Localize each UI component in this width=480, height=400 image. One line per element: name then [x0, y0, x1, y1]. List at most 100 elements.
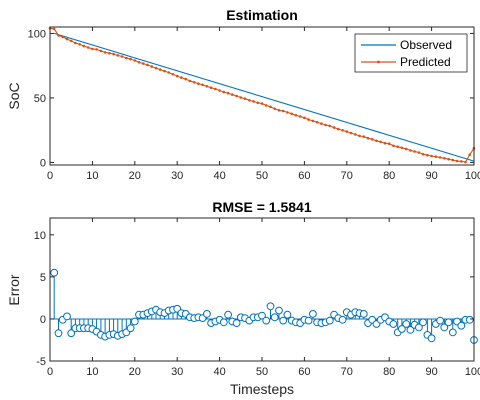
predicted-point — [328, 124, 332, 128]
error-axes: RMSE = 1.5841 Error Timesteps 0 10 20 30 40 5… — [6, 199, 480, 397]
error-point — [279, 316, 288, 325]
estimation-ytick-label: 100 — [28, 28, 46, 40]
soc-axis-label: SoC — [6, 82, 22, 109]
predicted-point — [273, 107, 277, 111]
error-point — [126, 324, 135, 333]
estimation-axes: Estimation SoC 0 10 20 30 40 50 60 70 80 90 100 0 50… — [6, 7, 480, 182]
predicted-point — [298, 115, 302, 118]
predicted-point — [370, 138, 374, 141]
predicted-point — [201, 83, 204, 87]
error-point — [219, 318, 228, 327]
error-point — [402, 320, 411, 328]
error-xtick-label: 70 — [341, 366, 353, 378]
estimation-xtick-label: 90 — [425, 170, 437, 182]
predicted-point — [315, 120, 319, 124]
predicted-point — [248, 99, 251, 102]
predicted-point — [366, 136, 370, 140]
series-observed-line — [54, 32, 475, 162]
predicted-point — [154, 66, 158, 70]
predicted-point — [252, 100, 255, 103]
estimation-xtick-label: 60 — [298, 170, 310, 182]
estimation-xtick-label: 30 — [171, 170, 183, 182]
error-axis-label: Error — [6, 274, 22, 305]
predicted-point — [125, 56, 128, 60]
predicted-point — [197, 82, 200, 85]
estimation-plot-area — [48, 27, 476, 164]
predicted-point — [430, 154, 433, 158]
predicted-point — [158, 68, 162, 71]
error-ytick-label: 10 — [34, 230, 46, 242]
error-point — [415, 323, 423, 332]
predicted-point — [239, 96, 243, 99]
predicted-point — [112, 52, 115, 56]
predicted-point — [188, 79, 192, 83]
error-axes-box — [49, 217, 475, 362]
predicted-point — [78, 43, 81, 46]
legend: Observed Predicted — [354, 33, 468, 73]
predicted-point — [69, 39, 73, 43]
predicted-point — [86, 46, 90, 49]
error-point — [50, 268, 59, 277]
predicted-point — [341, 129, 344, 132]
estimation-xtick-label: 20 — [129, 170, 141, 182]
timesteps-axis-label: Timesteps — [230, 381, 294, 397]
predicted-point — [443, 157, 446, 160]
predicted-point — [214, 87, 217, 91]
error-point — [427, 334, 436, 343]
error-point — [325, 316, 334, 325]
predicted-point — [311, 119, 315, 123]
predicted-point — [52, 27, 56, 31]
predicted-point — [231, 93, 234, 96]
error-point — [203, 310, 211, 318]
error-plot-area — [50, 268, 478, 344]
predicted-point — [460, 160, 463, 163]
predicted-point — [468, 153, 472, 156]
predicted-point — [57, 34, 60, 37]
estimation-xtick-label: 40 — [213, 170, 225, 182]
error-point — [465, 315, 474, 324]
predicted-point — [243, 97, 247, 100]
predicted-point — [91, 47, 94, 51]
predicted-point — [451, 158, 455, 162]
predicted-point — [167, 71, 170, 74]
error-point — [359, 310, 368, 318]
error-point — [389, 320, 398, 328]
error-point — [262, 316, 271, 325]
error-point — [270, 313, 279, 322]
predicted-point — [447, 157, 450, 161]
predicted-point — [417, 151, 421, 154]
predicted-point — [218, 89, 221, 92]
error-point — [440, 323, 449, 332]
predicted-point — [281, 109, 285, 113]
estimation-ytick-label: 0 — [40, 157, 46, 169]
error-xtick-label: 50 — [256, 366, 268, 378]
predicted-point — [400, 146, 404, 150]
legend-observed-label: Observed — [400, 38, 452, 52]
error-point — [67, 329, 76, 338]
predicted-point — [108, 51, 111, 55]
predicted-point — [413, 150, 416, 153]
predicted-point — [74, 41, 77, 45]
predicted-point — [95, 48, 98, 51]
predicted-point — [455, 159, 459, 163]
predicted-point — [146, 63, 149, 67]
error-point — [63, 312, 71, 321]
estimation-xtick-label: 70 — [341, 170, 353, 182]
predicted-point — [222, 90, 226, 94]
predicted-point — [180, 76, 183, 79]
error-point — [398, 325, 406, 333]
predicted-point — [464, 160, 467, 164]
error-point — [444, 318, 453, 327]
predicted-point — [171, 73, 175, 76]
predicted-point — [396, 145, 400, 148]
predicted-point — [129, 57, 132, 61]
error-xtick-label: 0 — [47, 366, 53, 378]
predicted-point — [337, 127, 340, 131]
error-xtick-label: 40 — [213, 366, 225, 378]
error-xtick-label: 100 — [465, 366, 480, 378]
error-xtick-label: 10 — [86, 366, 98, 378]
predicted-point — [264, 104, 268, 107]
error-point — [130, 317, 139, 326]
predicted-point — [320, 122, 323, 125]
